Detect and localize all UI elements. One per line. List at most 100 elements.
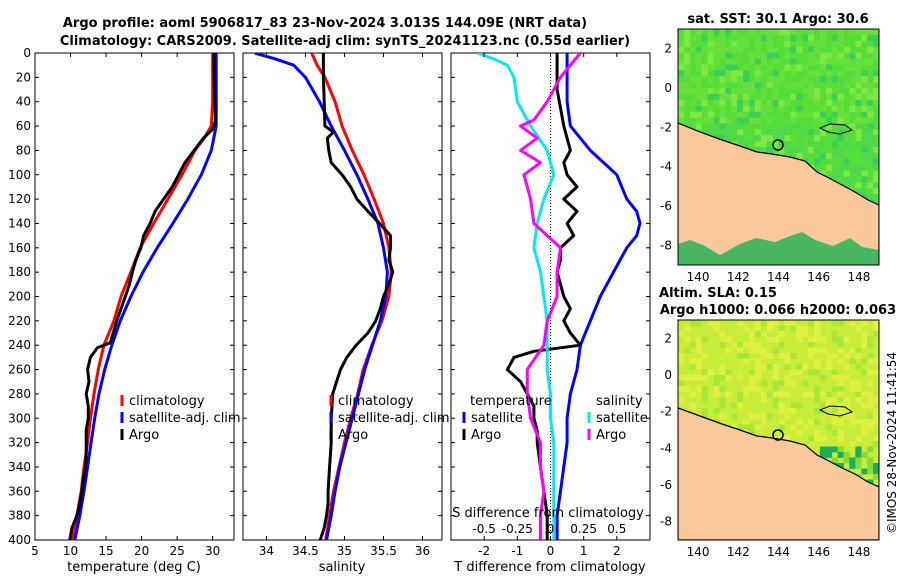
map-cell: [701, 375, 708, 381]
map-cell: [725, 135, 732, 142]
map-cell: [837, 402, 844, 409]
map-cell: [843, 364, 850, 370]
map-cell: [678, 358, 685, 365]
map-cell: [819, 402, 827, 409]
map-cell: [855, 391, 862, 398]
map-cell: [837, 93, 844, 101]
map-cell: [814, 135, 821, 142]
map-cell: [743, 342, 750, 348]
map-cell: [760, 58, 768, 65]
map-cell: [867, 117, 874, 124]
map-cell: [873, 29, 879, 36]
map-cell: [683, 40, 691, 48]
map-cell: [683, 34, 691, 42]
map-cell: [754, 117, 762, 124]
map-cell: [778, 135, 785, 142]
map-cell: [725, 58, 732, 65]
x-tick-label: 0: [547, 544, 555, 558]
map-cell: [772, 391, 779, 398]
map-cell: [819, 105, 827, 112]
map-cell: [778, 76, 785, 83]
map-cell: [678, 70, 685, 77]
map-cell: [678, 380, 685, 387]
map-cell: [754, 76, 762, 83]
map-cell: [731, 135, 738, 142]
map-cell: [731, 58, 738, 65]
map-cell: [725, 347, 732, 354]
map-cell: [861, 391, 868, 398]
map-cell: [772, 141, 779, 148]
map-cell: [737, 375, 744, 381]
map-cell: [796, 64, 803, 71]
map-cell: [713, 46, 720, 53]
map-cell: [867, 342, 874, 348]
y-tick-label: 360: [8, 484, 31, 498]
map-cell: [743, 325, 750, 332]
map-cell: [707, 369, 714, 376]
map-cell: [683, 70, 691, 77]
map-cell: [867, 141, 874, 148]
map-cell: [808, 369, 815, 376]
map-cell: [808, 353, 815, 359]
map-cell: [731, 105, 738, 112]
map-cell: [760, 320, 768, 326]
map-cell: [778, 408, 785, 414]
map-cell: [873, 170, 879, 177]
map-cell: [784, 408, 791, 414]
map-cell: [849, 164, 856, 171]
map-cell: [855, 105, 862, 112]
map-cell: [707, 34, 714, 42]
map-cell: [861, 88, 868, 95]
map-cell: [748, 117, 756, 124]
map-cell: [695, 58, 702, 65]
map-cell: [772, 402, 779, 409]
difference-xlabel: T difference from climatology: [453, 560, 646, 575]
map-cell: [707, 111, 714, 118]
map-cell: [855, 76, 862, 83]
map-cell: [695, 52, 702, 59]
map-y-tick-label: -4: [660, 441, 672, 455]
x-tick-label: 35.5: [370, 544, 397, 558]
temperature-axes: [34, 52, 235, 541]
map-cell: [808, 129, 815, 136]
x-tick-label: 25: [170, 544, 185, 558]
map-cell: [802, 380, 809, 387]
map-cell: [701, 397, 708, 403]
map-cell: [772, 369, 779, 376]
map-cell: [701, 391, 708, 398]
map-cell: [725, 93, 732, 101]
map-cell: [678, 117, 685, 124]
map-cell: [719, 397, 726, 403]
map-cell: [707, 64, 714, 71]
map-cell: [814, 88, 821, 95]
map-cell: [837, 463, 844, 469]
map-cell: [701, 99, 708, 107]
map-cell: [689, 364, 697, 370]
map-cell: [867, 88, 874, 95]
map-cell: [825, 402, 833, 409]
map-cell: [737, 141, 744, 148]
map-cell: [808, 29, 815, 36]
series-salinity-satellite: [476, 53, 556, 540]
map-cell: [766, 353, 773, 359]
map-cell: [843, 111, 850, 118]
map-cell: [719, 135, 726, 142]
map-cell: [737, 117, 744, 124]
map-cell: [784, 380, 791, 387]
map-cell: [861, 188, 868, 195]
map-cell: [743, 391, 750, 398]
map-cell: [855, 435, 862, 442]
map-cell: [802, 34, 809, 42]
map-cell: [873, 463, 879, 469]
map-cell: [808, 347, 815, 354]
map-cell: [873, 358, 879, 365]
map-cell: [760, 52, 768, 59]
map-cell: [819, 76, 827, 83]
map-cell: [837, 34, 844, 42]
map-cell: [778, 342, 785, 348]
map-cell: [837, 375, 844, 381]
map-cell: [731, 40, 738, 48]
map-cell: [760, 391, 768, 398]
map-cell: [849, 413, 856, 420]
map-cell: [849, 64, 856, 71]
